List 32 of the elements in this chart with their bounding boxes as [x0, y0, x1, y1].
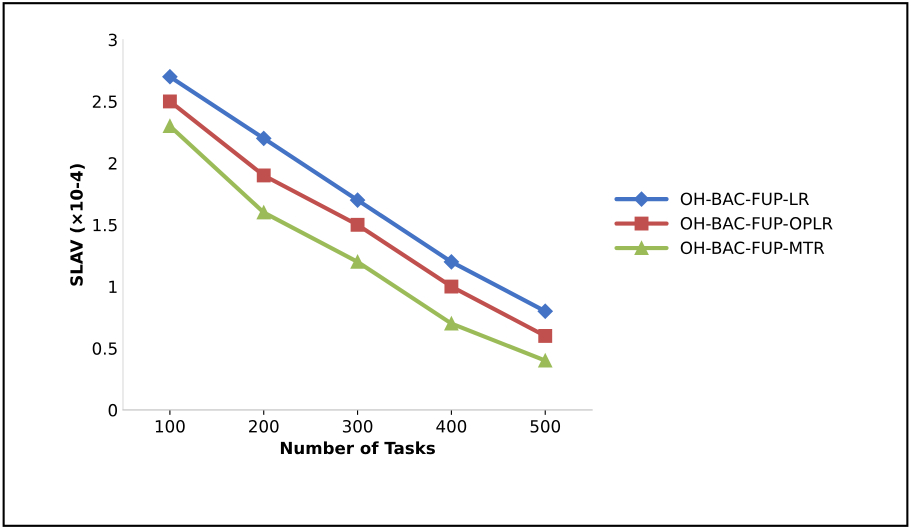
- point: [162, 119, 177, 134]
- x-axis-title: Number of Tasks: [280, 441, 435, 454]
- y-axis-title: SLAV (×10-4): [70, 164, 85, 286]
- point: [538, 354, 552, 368]
- point: [350, 218, 365, 232]
- point: [256, 206, 271, 220]
- point: [162, 69, 178, 84]
- legend-label: OH-BAC-FUP-MTR: [680, 242, 824, 254]
- x-tick-label: 400: [436, 420, 466, 433]
- y-tick-label: 1.5: [93, 219, 117, 232]
- point: [350, 254, 365, 269]
- point: [444, 316, 458, 331]
- point: [444, 280, 458, 294]
- y-tick-label: 1: [109, 280, 117, 293]
- legend-label: OH-BAC-FUP-LR: [680, 192, 809, 206]
- point: [256, 130, 272, 146]
- point: [538, 328, 552, 343]
- x-tick-label: 300: [342, 420, 372, 433]
- x-tick-label: 100: [156, 420, 185, 433]
- x-tick-label: 200: [249, 420, 279, 433]
- y-tick-label: 0.5: [92, 342, 117, 355]
- y-tick-label: 2: [108, 157, 116, 170]
- point: [538, 304, 553, 319]
- y-tick-label: 2.5: [92, 95, 117, 108]
- legend-label: OH-BAC-FUP-OPLR: [680, 217, 833, 230]
- x-tick-label: 500: [530, 420, 560, 433]
- point: [162, 94, 177, 108]
- y-tick-label: 3: [108, 34, 117, 46]
- point: [350, 192, 366, 208]
- point: [444, 254, 459, 270]
- point: [256, 168, 271, 182]
- y-tick-label: 0: [108, 404, 118, 417]
